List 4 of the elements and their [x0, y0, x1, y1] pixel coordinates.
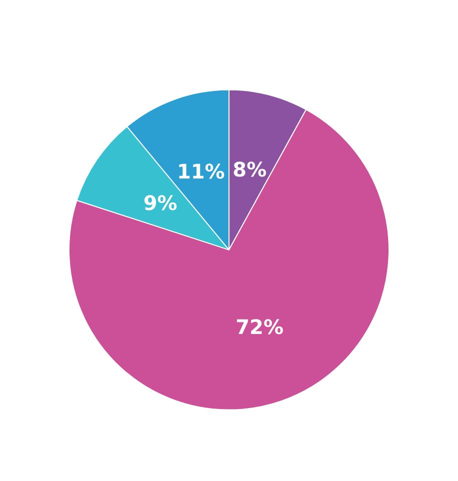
data-label: 9% [143, 191, 178, 216]
data-label: 8% [232, 157, 267, 182]
data-label: 11% [176, 160, 225, 184]
data-label: 72% [236, 314, 284, 339]
